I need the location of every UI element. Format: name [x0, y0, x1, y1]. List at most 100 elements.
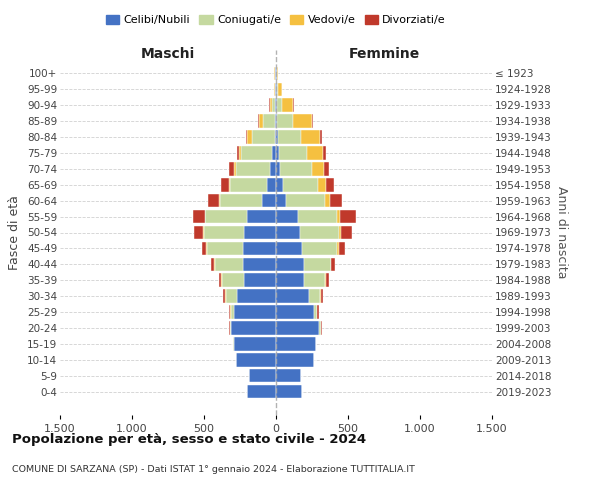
- Bar: [276, 162, 280, 175]
- Bar: [307, 146, 323, 160]
- Text: COMUNE DI SARZANA (SP) - Dati ISTAT 1° gennaio 2024 - Elaborazione TUTTITALIA.IT: COMUNE DI SARZANA (SP) - Dati ISTAT 1° g…: [12, 466, 415, 474]
- Bar: [219, 194, 220, 207]
- Bar: [203, 226, 204, 239]
- Bar: [276, 194, 286, 207]
- Bar: [338, 242, 345, 255]
- Bar: [276, 98, 277, 112]
- Bar: [237, 290, 276, 303]
- Bar: [320, 290, 323, 303]
- Bar: [230, 178, 268, 192]
- Bar: [337, 210, 340, 224]
- Bar: [246, 130, 247, 144]
- Bar: [278, 130, 301, 144]
- Bar: [251, 130, 275, 144]
- Bar: [277, 82, 278, 96]
- Bar: [221, 274, 222, 287]
- Bar: [330, 194, 341, 207]
- Bar: [268, 178, 276, 192]
- Bar: [325, 274, 326, 287]
- Bar: [276, 242, 302, 255]
- Bar: [270, 162, 276, 175]
- Bar: [276, 369, 301, 382]
- Bar: [277, 66, 278, 80]
- Bar: [202, 242, 206, 255]
- Bar: [298, 210, 337, 224]
- Bar: [276, 258, 304, 271]
- Bar: [234, 162, 236, 175]
- Bar: [194, 226, 203, 239]
- Bar: [206, 242, 207, 255]
- Bar: [226, 290, 237, 303]
- Bar: [320, 130, 322, 144]
- Bar: [323, 146, 326, 160]
- Bar: [278, 82, 283, 96]
- Bar: [276, 114, 277, 128]
- Bar: [312, 114, 313, 128]
- Bar: [275, 130, 276, 144]
- Bar: [233, 337, 276, 350]
- Bar: [331, 258, 335, 271]
- Bar: [309, 290, 320, 303]
- Bar: [236, 353, 276, 366]
- Bar: [274, 82, 275, 96]
- Bar: [286, 194, 325, 207]
- Bar: [279, 146, 307, 160]
- Bar: [276, 66, 277, 80]
- Bar: [276, 290, 309, 303]
- Bar: [223, 290, 225, 303]
- Bar: [321, 321, 322, 335]
- Bar: [236, 162, 270, 175]
- Bar: [340, 210, 356, 224]
- Bar: [326, 178, 334, 192]
- Bar: [312, 162, 323, 175]
- Bar: [341, 226, 352, 239]
- Bar: [304, 258, 331, 271]
- Bar: [293, 98, 294, 112]
- Bar: [276, 178, 283, 192]
- Bar: [232, 321, 276, 335]
- Text: Femmine: Femmine: [349, 46, 419, 60]
- Bar: [241, 146, 272, 160]
- Bar: [325, 194, 330, 207]
- Bar: [276, 321, 319, 335]
- Bar: [277, 98, 282, 112]
- Bar: [208, 194, 219, 207]
- Y-axis label: Fasce di età: Fasce di età: [8, 195, 22, 270]
- Bar: [204, 226, 244, 239]
- Bar: [248, 369, 276, 382]
- Bar: [225, 290, 226, 303]
- Bar: [276, 130, 278, 144]
- Bar: [263, 114, 275, 128]
- Bar: [244, 274, 276, 287]
- Bar: [304, 274, 325, 287]
- Y-axis label: Anni di nascita: Anni di nascita: [555, 186, 568, 279]
- Bar: [230, 306, 234, 319]
- Bar: [277, 114, 293, 128]
- Bar: [234, 306, 276, 319]
- Bar: [229, 178, 230, 192]
- Bar: [323, 162, 329, 175]
- Bar: [276, 337, 316, 350]
- Bar: [319, 321, 320, 335]
- Bar: [229, 162, 234, 175]
- Bar: [220, 194, 262, 207]
- Bar: [314, 306, 317, 319]
- Bar: [247, 385, 276, 398]
- Bar: [300, 226, 338, 239]
- Bar: [205, 210, 247, 224]
- Bar: [193, 210, 205, 224]
- Bar: [276, 306, 314, 319]
- Bar: [276, 210, 298, 224]
- Bar: [276, 385, 302, 398]
- Bar: [337, 242, 338, 255]
- Bar: [317, 306, 319, 319]
- Bar: [275, 114, 276, 128]
- Text: Maschi: Maschi: [141, 46, 195, 60]
- Bar: [211, 258, 214, 271]
- Bar: [222, 274, 244, 287]
- Bar: [275, 98, 276, 112]
- Bar: [258, 114, 259, 128]
- Bar: [207, 242, 243, 255]
- Bar: [243, 242, 276, 255]
- Bar: [247, 130, 251, 144]
